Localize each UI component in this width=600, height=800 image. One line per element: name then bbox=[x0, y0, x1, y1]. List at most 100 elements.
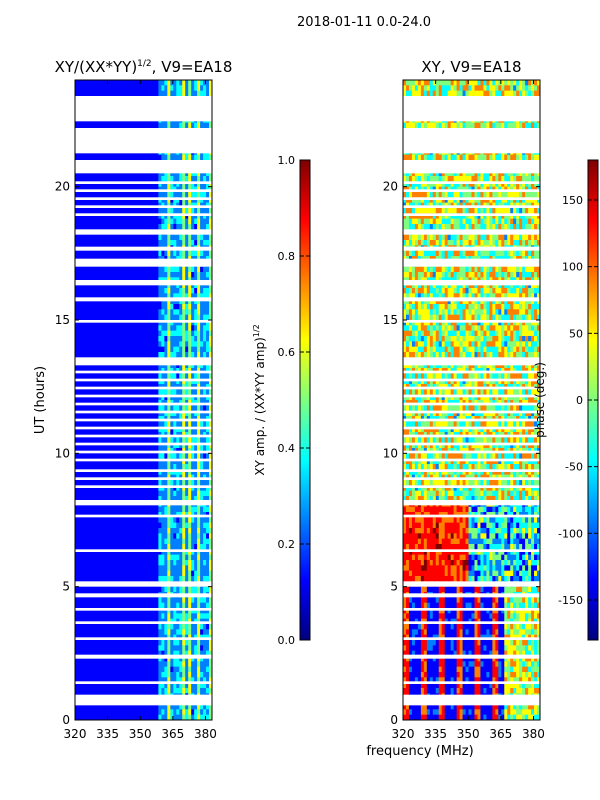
heatmap-cell bbox=[158, 522, 162, 529]
heatmap-cell bbox=[170, 80, 174, 86]
heatmap-cell bbox=[116, 320, 121, 326]
heatmap-cell bbox=[176, 426, 180, 433]
heatmap-cell bbox=[164, 352, 168, 358]
heatmap-cell bbox=[98, 650, 103, 657]
heatmap-cell bbox=[149, 234, 153, 241]
heatmap-cell bbox=[77, 517, 82, 524]
heatmap-cell bbox=[143, 293, 147, 300]
heatmap-cell bbox=[167, 341, 171, 348]
heatmap-cell bbox=[179, 480, 183, 486]
heatmap-cell bbox=[203, 234, 207, 241]
heatmap-cell bbox=[77, 586, 82, 593]
heatmap-cell bbox=[209, 533, 212, 540]
heatmap-cell bbox=[98, 538, 103, 545]
heatmap-cell bbox=[206, 272, 210, 278]
heatmap-cell bbox=[203, 208, 207, 214]
heatmap-cell bbox=[170, 506, 174, 513]
heatmap-cell bbox=[146, 90, 150, 97]
heatmap-cell bbox=[101, 293, 106, 300]
heatmap-cell bbox=[110, 288, 115, 294]
heatmap-cell bbox=[119, 320, 124, 326]
heatmap-cell bbox=[173, 352, 177, 358]
heatmap-cell bbox=[161, 586, 165, 593]
heatmap-cell bbox=[206, 522, 210, 529]
heatmap-cell bbox=[137, 309, 141, 316]
heatmap-cell bbox=[125, 85, 130, 92]
heatmap-cell bbox=[152, 517, 156, 524]
heatmap-cell bbox=[110, 320, 115, 326]
heatmap-cell bbox=[95, 544, 100, 550]
heatmap-cell bbox=[140, 320, 144, 326]
heatmap-cell bbox=[125, 250, 130, 257]
heatmap-cell bbox=[137, 213, 141, 220]
heatmap-cell bbox=[80, 266, 85, 273]
heatmap-cell bbox=[92, 293, 97, 300]
heatmap-cell bbox=[110, 586, 115, 593]
heatmap-cell bbox=[98, 421, 103, 428]
heatmap-cell bbox=[119, 533, 124, 540]
heatmap-cell bbox=[98, 490, 103, 497]
heatmap-cell bbox=[209, 250, 212, 257]
heatmap-cell bbox=[164, 325, 168, 332]
heatmap-cell bbox=[134, 410, 138, 417]
heatmap-cell bbox=[182, 394, 186, 401]
heatmap-cell bbox=[143, 346, 147, 353]
heatmap-cell bbox=[75, 80, 79, 86]
heatmap-cell bbox=[203, 266, 207, 273]
heatmap-cell bbox=[143, 442, 147, 449]
heatmap-cell bbox=[206, 490, 210, 497]
heatmap-cell bbox=[176, 576, 180, 582]
heatmap-cell bbox=[176, 250, 180, 257]
heatmap-cell bbox=[143, 341, 147, 348]
heatmap-cell bbox=[113, 650, 118, 657]
heatmap-cell bbox=[110, 645, 115, 652]
heatmap-cell bbox=[197, 181, 201, 188]
heatmap-cell bbox=[206, 85, 210, 92]
heatmap-cell bbox=[185, 309, 189, 316]
heatmap-cell bbox=[95, 240, 100, 246]
heatmap-cell bbox=[149, 650, 153, 657]
heatmap-cell bbox=[77, 560, 82, 566]
heatmap-cell bbox=[143, 586, 147, 593]
heatmap-cell bbox=[83, 362, 88, 369]
heatmap-cell bbox=[107, 336, 112, 342]
heatmap-cell bbox=[161, 293, 165, 300]
heatmap-cell bbox=[140, 304, 144, 310]
heatmap-cell bbox=[143, 597, 147, 604]
heatmap-cell bbox=[155, 394, 159, 401]
heatmap-cell bbox=[98, 272, 103, 278]
heatmap-cell bbox=[206, 442, 210, 449]
heatmap-cell bbox=[77, 336, 82, 342]
heatmap-cell bbox=[191, 304, 195, 310]
heatmap-cell bbox=[200, 490, 204, 497]
heatmap-cell bbox=[98, 266, 103, 273]
heatmap-cell bbox=[125, 234, 130, 241]
heatmap-cell bbox=[137, 362, 141, 369]
heatmap-cell bbox=[197, 208, 201, 214]
heatmap-cell bbox=[197, 485, 201, 492]
heatmap-cell bbox=[167, 272, 171, 278]
heatmap-cell bbox=[107, 240, 112, 246]
heatmap-cell bbox=[143, 80, 147, 86]
heatmap-cell bbox=[155, 266, 159, 273]
heatmap-cell bbox=[155, 421, 159, 428]
heatmap-cell bbox=[89, 624, 94, 630]
heatmap-cell bbox=[161, 570, 165, 577]
heatmap-cell bbox=[110, 442, 115, 449]
heatmap-cell bbox=[161, 362, 165, 369]
heatmap-cell bbox=[209, 458, 212, 465]
heatmap-cell bbox=[164, 560, 168, 566]
heatmap-cell bbox=[77, 208, 82, 214]
heatmap-cell bbox=[140, 250, 144, 257]
heatmap-cell bbox=[191, 576, 195, 582]
heatmap-cell bbox=[110, 240, 115, 246]
heatmap-cell bbox=[164, 597, 168, 604]
heatmap-cell bbox=[98, 218, 103, 225]
heatmap-cell bbox=[164, 389, 168, 396]
heatmap-cell bbox=[113, 421, 118, 428]
heatmap-cell bbox=[143, 298, 147, 305]
heatmap-cell bbox=[203, 485, 207, 492]
heatmap-cell bbox=[209, 538, 212, 545]
heatmap-cell bbox=[113, 490, 118, 497]
heatmap-cell bbox=[173, 576, 177, 582]
